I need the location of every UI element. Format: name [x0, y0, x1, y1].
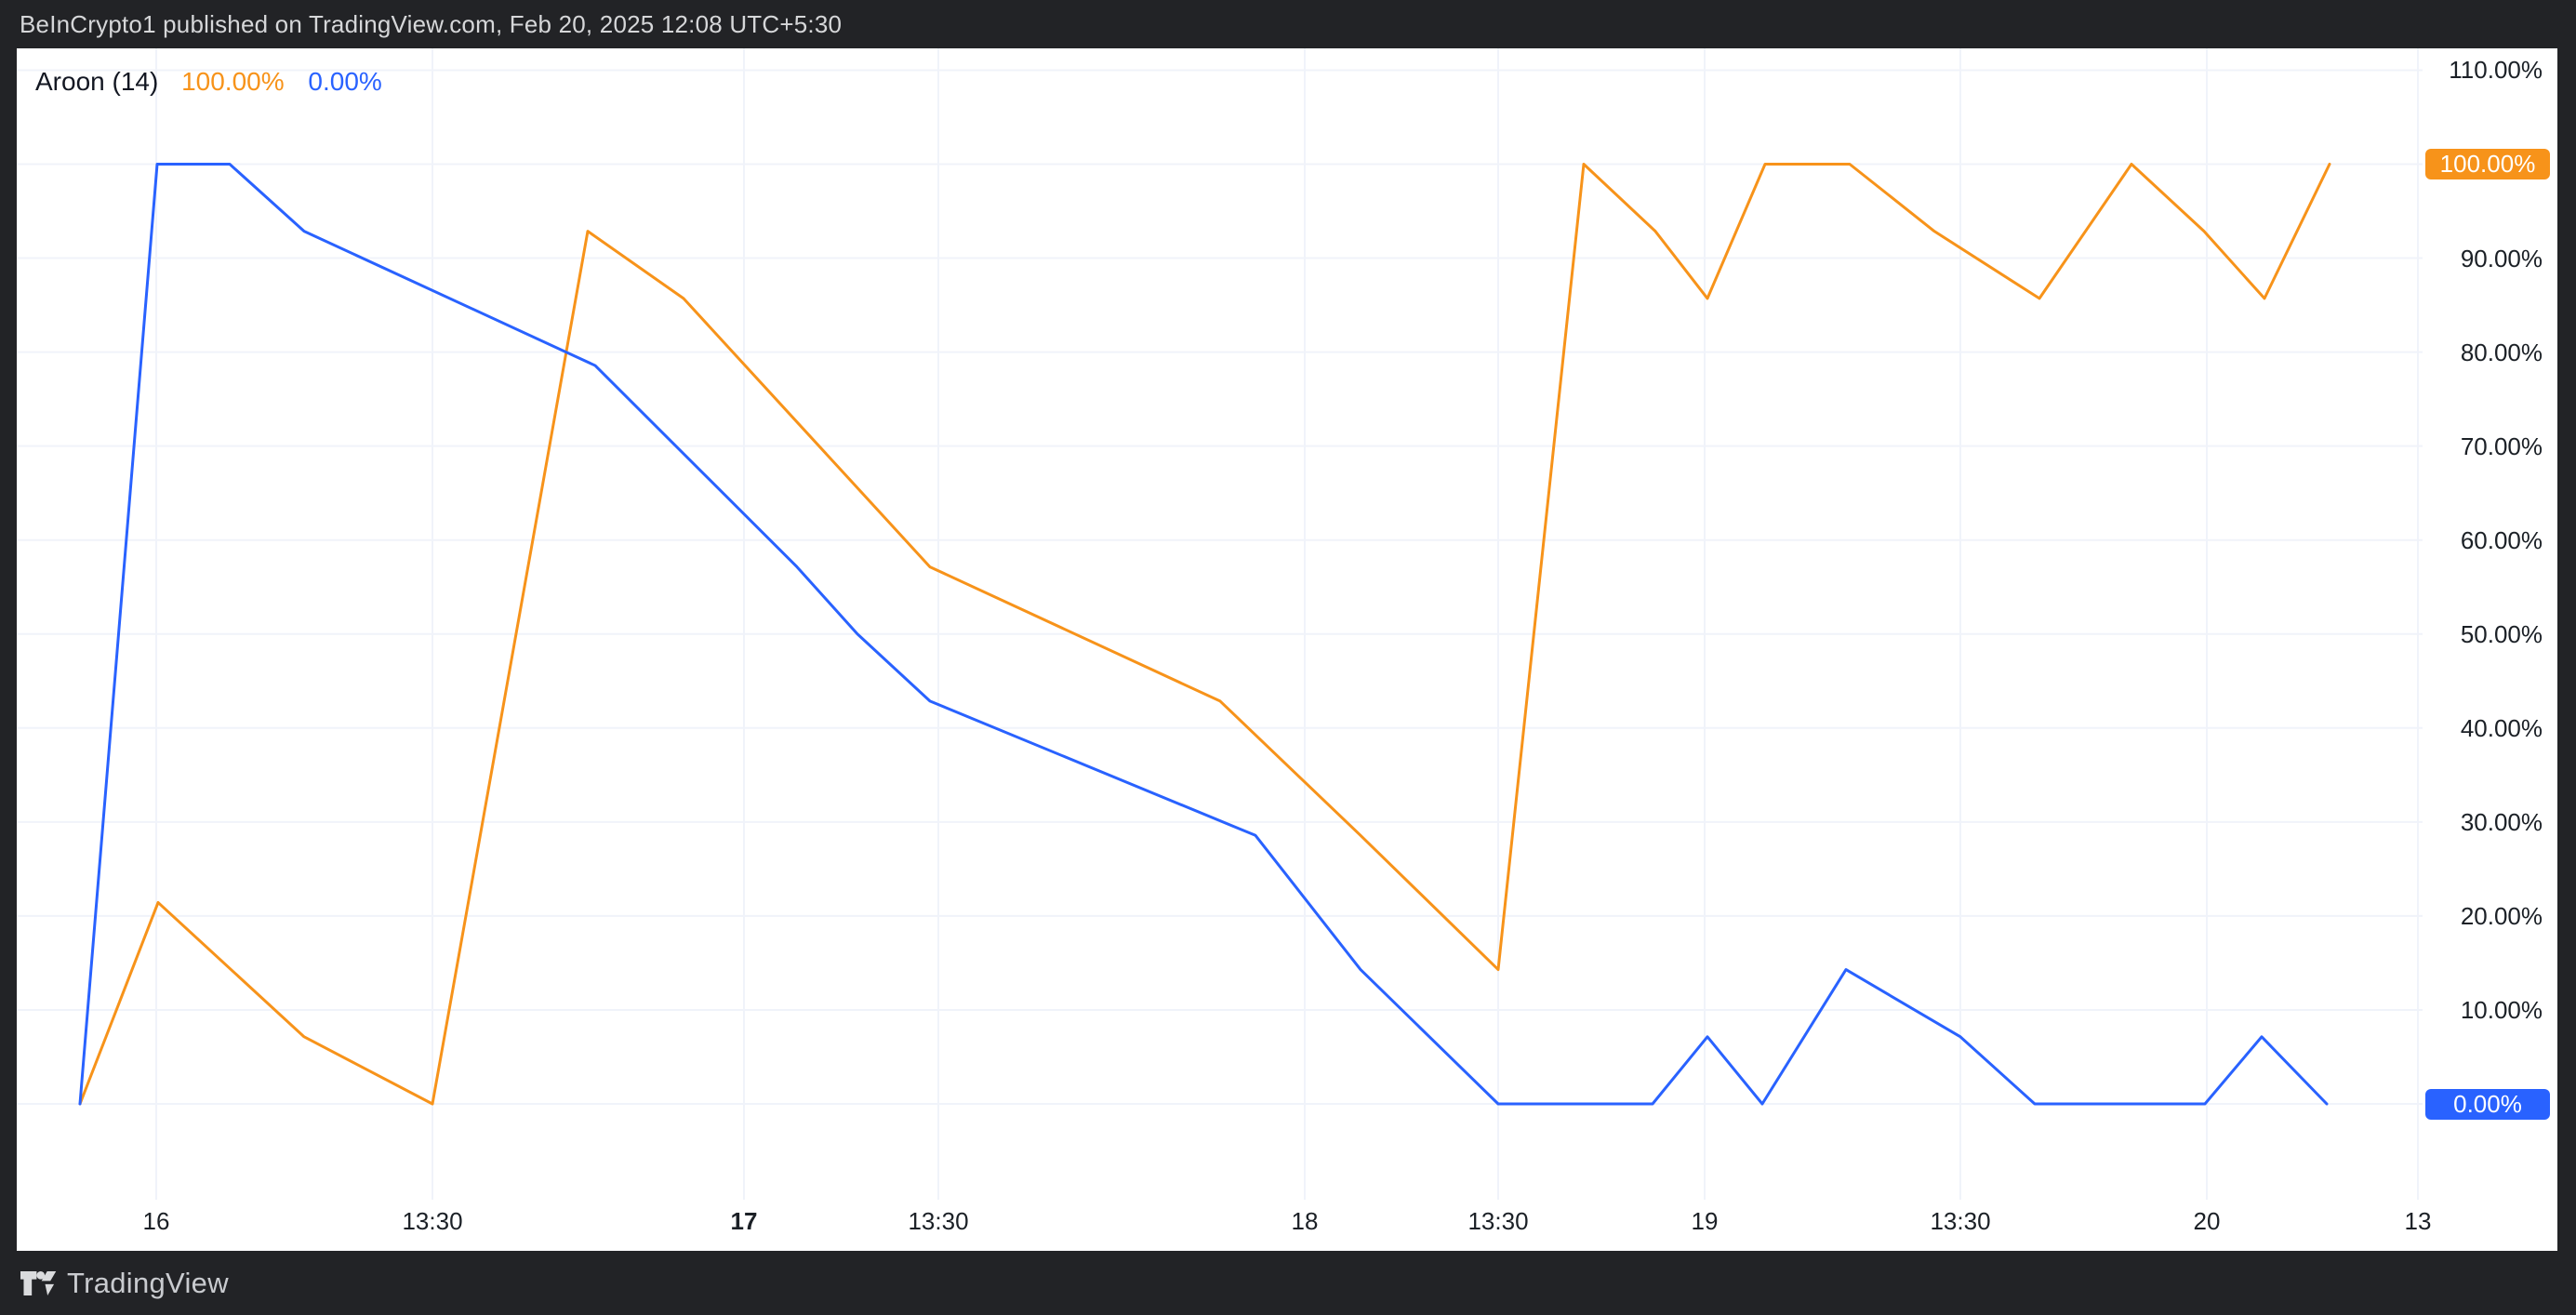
y-axis-label: 40.00%	[2460, 713, 2543, 742]
y-axis-label: 10.00%	[2460, 995, 2543, 1024]
y-axis-label: 50.00%	[2460, 619, 2543, 648]
indicator-legend: Aroon (14) 100.00% 0.00%	[35, 68, 382, 96]
y-axis-label: 80.00%	[2460, 338, 2543, 366]
aroon-down-line	[78, 163, 2329, 1106]
footer-bar: TradingView	[0, 1251, 2576, 1315]
plot-svg	[17, 48, 2423, 1200]
x-axis-label: 13:30	[1467, 1207, 1529, 1235]
tradingview-logo-icon	[20, 1270, 57, 1296]
publication-title: BeInCrypto1 published on TradingView.com…	[20, 10, 843, 38]
x-axis-label: 16	[142, 1207, 170, 1235]
watermark-text: TradingView	[67, 1267, 229, 1299]
legend-title: Aroon (14)	[35, 67, 159, 96]
y-axis-label: 70.00%	[2460, 432, 2543, 460]
x-axis-label: 13:30	[1930, 1207, 1991, 1235]
y-axis-label: 60.00%	[2460, 525, 2543, 554]
chart-area: Aroon (14) 100.00% 0.00% 110.00% 90.00% 80…	[17, 48, 2557, 1251]
x-axis-label: 18	[1291, 1207, 1319, 1235]
aroon-down-price-badge: 0.00%	[2425, 1088, 2550, 1120]
y-axis-label: 110.00%	[2449, 56, 2543, 85]
x-axis-label: 13:30	[402, 1207, 463, 1235]
x-axis-label: 17	[730, 1207, 758, 1235]
x-axis-label: 13	[2404, 1207, 2432, 1235]
y-axis-label: 20.00%	[2460, 901, 2543, 930]
y-axis-label: 90.00%	[2460, 244, 2543, 272]
y-axis-label: 30.00%	[2460, 807, 2543, 836]
legend-aroon-up-value: 100.00%	[181, 67, 285, 96]
aroon-up-price-badge: 100.00%	[2425, 149, 2550, 179]
x-axis-label: 19	[1691, 1207, 1719, 1235]
aroon-up-line	[78, 163, 2331, 1106]
legend-aroon-down-value: 0.00%	[308, 67, 382, 96]
x-axis-label: 13:30	[908, 1207, 969, 1235]
x-axis-label: 20	[2193, 1207, 2221, 1235]
header-bar: BeInCrypto1 published on TradingView.com…	[0, 0, 2576, 48]
